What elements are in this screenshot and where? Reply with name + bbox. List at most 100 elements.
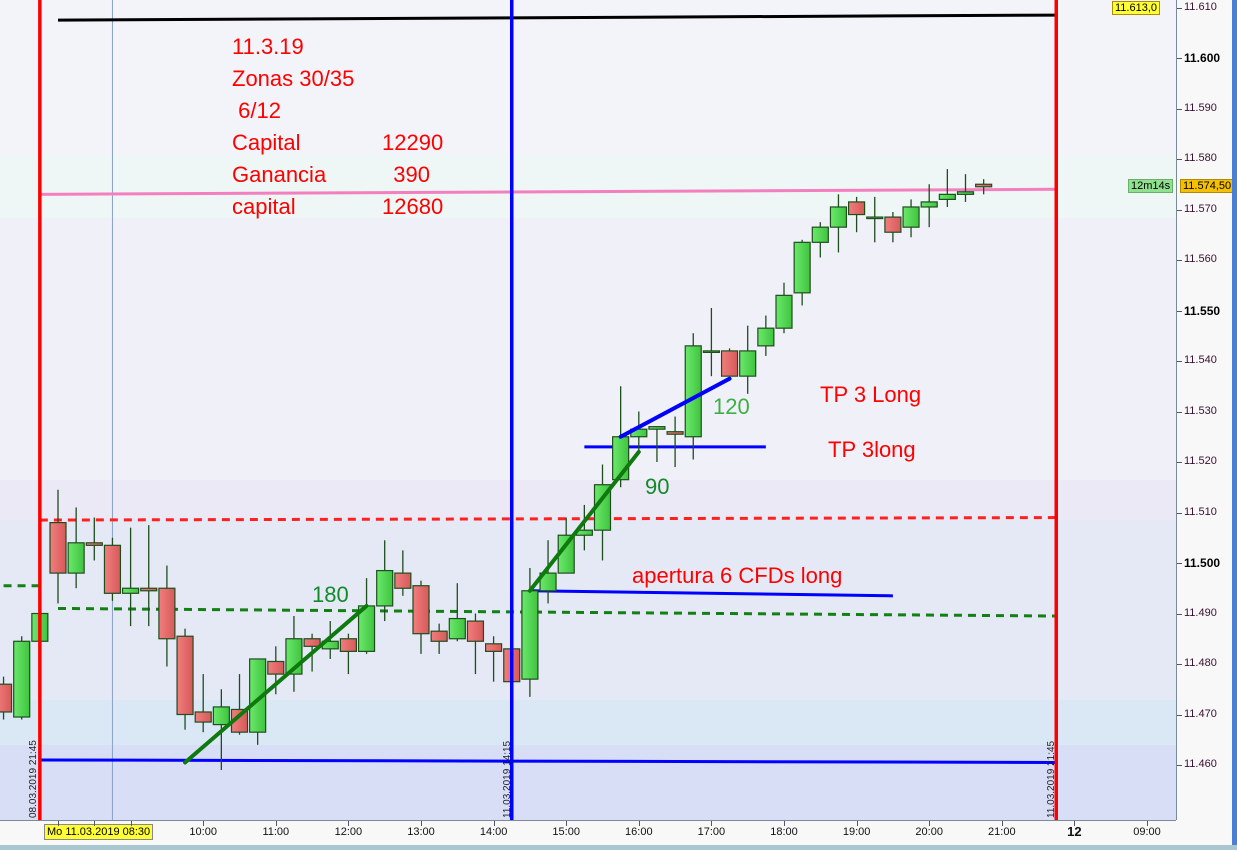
candle-body-bull [793,241,811,294]
candle[interactable] [140,525,158,627]
candle-body-bear [85,542,103,546]
candle[interactable] [648,426,666,462]
time-tick [493,821,495,826]
candlestick-chart[interactable] [0,0,1176,820]
notes-gain-value: 390 [393,162,430,187]
candle[interactable] [920,184,938,228]
candle-body-bear [194,711,212,723]
price-tick-label: 11.540 [1184,354,1217,366]
candle-body-bull [121,587,140,594]
time-tick-label: 14:00 [479,826,508,838]
price-tick-label: 11.550 [1184,303,1221,318]
time-tick [348,821,350,826]
candle[interactable] [430,623,448,654]
candle[interactable] [720,348,739,377]
price-tick [1177,411,1182,413]
candle-body-bear [303,638,321,647]
time-tick-label: 15:00 [552,826,580,838]
vline-label-mid: 11.03.2019 14:15 [502,740,513,818]
candle-body-bull [448,617,466,640]
time-tick-label: 11:00 [262,826,290,838]
price-tick [1177,512,1182,514]
price-tick-label: 11.590 [1184,101,1217,114]
scrollbar-edge[interactable] [1232,0,1237,845]
green-trend-180-line [183,603,369,765]
price-tick [1177,159,1182,160]
countdown-tag: 12m14s [1128,179,1174,193]
candle[interactable] [666,416,684,468]
candle[interactable] [521,568,539,697]
candle-body-bear [975,183,993,188]
candle[interactable] [339,633,357,675]
candle[interactable] [884,212,902,243]
time-tick-label: 21:00 [988,826,1016,838]
candle[interactable] [757,315,775,356]
candle[interactable] [85,517,103,561]
price-tick [1177,108,1182,110]
candle-body-bear [103,544,122,594]
candle-body-bull [67,542,85,574]
candle[interactable] [793,239,811,306]
notes-gain-label: Ganancia [232,162,327,187]
candle-body-bear [466,620,485,642]
candle[interactable] [847,196,866,233]
candle[interactable] [485,636,503,682]
candle[interactable] [158,565,176,667]
candle[interactable] [67,507,85,589]
candle[interactable] [829,194,848,253]
price-tick-label: 11.610 [1184,0,1217,13]
candle[interactable] [0,676,13,720]
candle[interactable] [103,537,122,601]
candle[interactable] [121,527,140,627]
candle[interactable] [49,489,67,604]
candle-body-bear [140,587,158,592]
candle[interactable] [684,333,702,460]
candle[interactable] [448,583,466,642]
candle-body-bear [176,635,194,716]
candle[interactable] [466,613,485,675]
green-dotted-level-line [57,606,1057,618]
candle[interactable] [866,196,884,243]
candle-body-bear [430,630,448,642]
candle-body-bull [757,327,775,347]
candle[interactable] [593,464,612,561]
price-tick-label: 11.470 [1184,707,1217,720]
chart-plot-area[interactable]: 11.3.19 Zonas 30/35 6/12 Capital 12290 Ga… [0,0,1176,820]
candle[interactable] [194,674,212,733]
candle[interactable] [539,540,557,604]
blue-trend-120-line [618,376,732,439]
candle[interactable] [739,325,757,394]
notes-date: 11.3.19 [232,34,304,59]
candle[interactable] [811,222,829,258]
annotation-120: 120 [713,394,750,419]
time-axis[interactable]: Mo 11.03.2019 08:30 10:00 11:00 12:00 13:00… [0,820,1176,845]
candle[interactable] [285,616,303,692]
time-tick-label: 19:00 [842,826,871,838]
vline-label-left: 08.03.2019 21:45 [28,740,39,818]
candle-body-bull [684,345,702,438]
candle[interactable] [376,540,394,622]
candle[interactable] [975,179,993,195]
price-axis[interactable]: 11.610 11.600 11.590 11.580 11.570 11.560 11.5… [1176,0,1233,820]
price-tick-label: 11.510 [1184,505,1217,518]
candle[interactable] [702,307,721,377]
candle[interactable] [357,578,376,654]
candle[interactable] [230,674,249,735]
candle[interactable] [13,636,31,720]
candle[interactable] [956,174,975,202]
candle-body-bear [666,431,684,435]
candle[interactable] [938,169,956,207]
candle-body-bull [539,572,557,592]
candle[interactable] [775,282,793,334]
candle[interactable] [902,199,920,238]
price-tick-label: 11.490 [1184,606,1217,619]
candle-body-bull [775,294,793,329]
candle-body-bear [339,638,357,652]
candle[interactable] [412,580,430,654]
notes-final-capital-value: 12680 [382,194,444,219]
time-tick-label: 18:00 [770,826,798,838]
candle-body-bull [648,426,666,430]
candle[interactable] [176,628,194,730]
candle-body-bear [847,201,866,216]
candle[interactable] [394,550,412,596]
